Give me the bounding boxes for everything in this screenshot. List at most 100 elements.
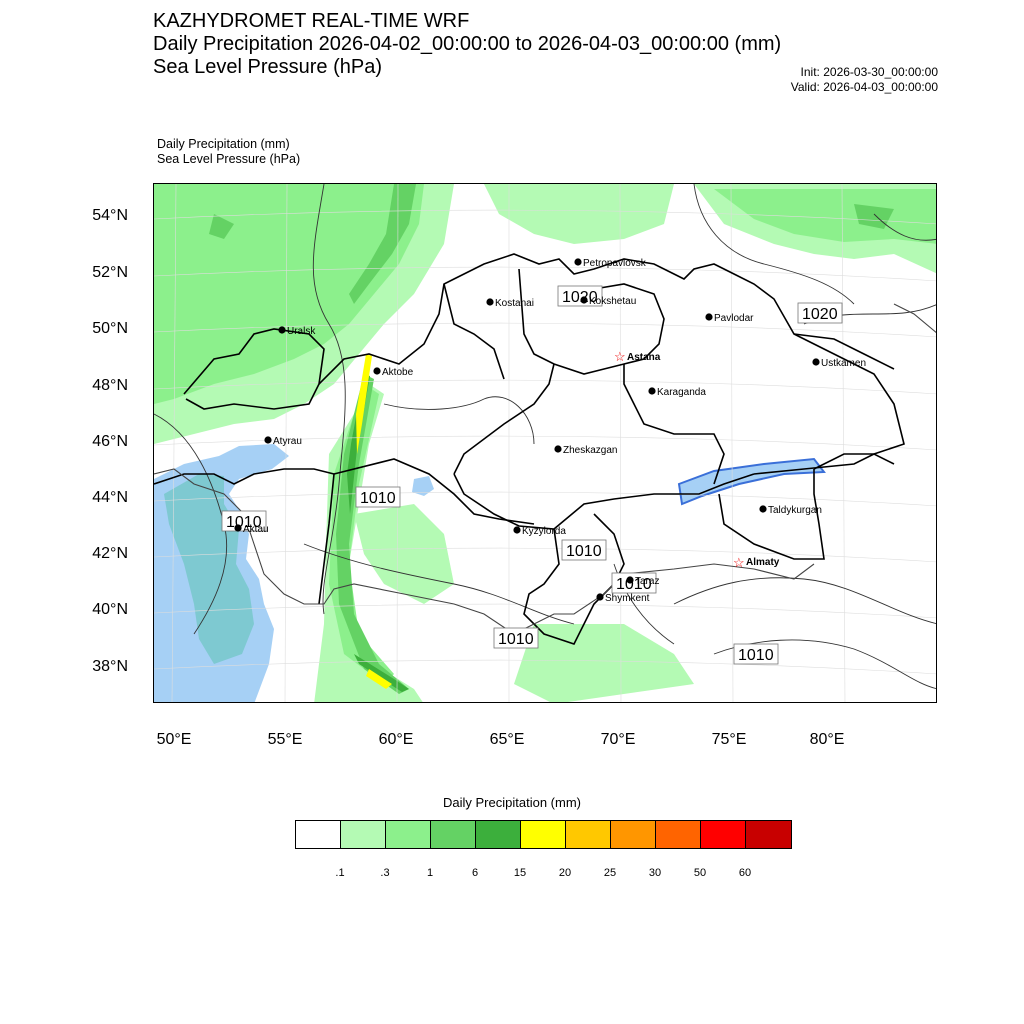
subtitle-line-2: Sea Level Pressure (hPa) xyxy=(157,152,301,166)
precip-extreme xyxy=(356,354,392,689)
lat-label: 50°N xyxy=(92,320,128,337)
svg-text:Taldykurgan: Taldykurgan xyxy=(768,505,822,516)
subtitle-line-1: Daily Precipitation (mm) xyxy=(157,137,290,151)
svg-text:Taraz: Taraz xyxy=(635,576,659,587)
lon-label: 60°E xyxy=(378,731,414,748)
svg-text:Kostanai: Kostanai xyxy=(495,298,534,309)
colorbar-swatch xyxy=(701,821,746,848)
isobar-label: 1010 xyxy=(566,543,602,560)
city-karaganda: Karaganda xyxy=(648,387,706,398)
svg-text:Astana: Astana xyxy=(627,352,661,363)
svg-text:Petropavlovsk: Petropavlovsk xyxy=(583,258,647,269)
lon-label: 55°E xyxy=(267,731,303,748)
city-shymkent: Shymkent xyxy=(596,593,650,604)
colorbar-swatch xyxy=(296,821,341,848)
colorbar-swatch xyxy=(611,821,656,848)
colorbar-label: 50 xyxy=(693,867,707,879)
city-kostanai: Kostanai xyxy=(486,298,534,309)
aral-sea xyxy=(412,476,434,496)
title-line-3: Sea Level Pressure (hPa) xyxy=(153,56,383,78)
lon-label: 70°E xyxy=(600,731,636,748)
colorbar-label: .1 xyxy=(335,867,345,879)
isobar-label: 1010 xyxy=(738,647,774,664)
colorbar-label: 6 xyxy=(471,867,479,879)
city-petropavlovsk: Petropavlovsk xyxy=(574,258,647,269)
map-svg: 1020 1020 1010 1010 1010 1010 1010 1010 … xyxy=(154,184,936,702)
cities: Petropavlovsk Kostanai Kokshetau Pavloda… xyxy=(234,258,866,604)
city-astana: ☆ Astana xyxy=(614,349,661,364)
lat-label: 54°N xyxy=(92,207,128,224)
lat-label: 42°N xyxy=(92,545,128,562)
svg-text:Kokshetau: Kokshetau xyxy=(589,296,636,307)
city-ustkamen: Ustkamen xyxy=(812,358,866,369)
lat-label: 46°N xyxy=(92,433,128,450)
init-time: Init: 2026-03-30_00:00:00 xyxy=(800,65,938,79)
city-pavlodar: Pavlodar xyxy=(705,313,754,324)
colorbar-swatch xyxy=(746,821,791,848)
title-line-1: KAZHYDROMET REAL-TIME WRF xyxy=(153,10,470,32)
svg-text:Pavlodar: Pavlodar xyxy=(714,313,754,324)
colorbar-swatch xyxy=(566,821,611,848)
colorbar-swatch xyxy=(476,821,521,848)
city-taraz: Taraz xyxy=(626,576,659,587)
title-line-2: Daily Precipitation 2026-04-02_00:00:00 … xyxy=(153,33,782,55)
colorbar-swatch xyxy=(431,821,476,848)
isobar-label: 1010 xyxy=(498,631,534,648)
svg-text:Shymkent: Shymkent xyxy=(605,593,650,604)
svg-text:Kyzylorda: Kyzylorda xyxy=(522,526,566,537)
city-almaty: ☆ Almaty xyxy=(733,555,780,570)
colorbar-label: .3 xyxy=(380,867,390,879)
lon-label: 50°E xyxy=(156,731,192,748)
colorbar-label: 30 xyxy=(648,867,662,879)
map-panel: 1020 1020 1010 1010 1010 1010 1010 1010 … xyxy=(153,183,937,703)
colorbar-swatch xyxy=(386,821,431,848)
balkhash-lake xyxy=(677,457,826,506)
svg-text:Zheskazgan: Zheskazgan xyxy=(563,445,617,456)
city-uralsk: Uralsk xyxy=(278,326,316,337)
svg-text:Aktau: Aktau xyxy=(243,524,269,535)
lat-label: 38°N xyxy=(92,658,128,675)
colorbar-label: 60 xyxy=(738,867,752,879)
star-icon: ☆ xyxy=(614,349,626,364)
lon-label: 80°E xyxy=(809,731,845,748)
lat-label: 40°N xyxy=(92,601,128,618)
lat-label: 52°N xyxy=(92,264,128,281)
lon-label: 65°E xyxy=(489,731,525,748)
city-zheskazgan: Zheskazgan xyxy=(554,445,617,456)
graticule xyxy=(154,184,936,702)
lat-label: 44°N xyxy=(92,489,128,506)
svg-text:Almaty: Almaty xyxy=(746,557,780,568)
city-aktobe: Aktobe xyxy=(373,367,414,378)
lat-label: 48°N xyxy=(92,377,128,394)
city-kokshetau: Kokshetau xyxy=(580,296,636,307)
colorbar-title: Daily Precipitation (mm) xyxy=(443,795,581,810)
colorbar-label: 1 xyxy=(426,867,434,879)
city-atyrau: Atyrau xyxy=(264,436,302,447)
svg-text:Uralsk: Uralsk xyxy=(287,326,316,337)
isobar-label: 1020 xyxy=(802,306,838,323)
star-icon: ☆ xyxy=(733,555,745,570)
svg-text:Atyrau: Atyrau xyxy=(273,436,302,447)
city-kyzylorda: Kyzylorda xyxy=(513,526,566,537)
svg-text:Karaganda: Karaganda xyxy=(657,387,706,398)
colorbar-swatch xyxy=(521,821,566,848)
colorbar-label: 25 xyxy=(603,867,617,879)
valid-time: Valid: 2026-04-03_00:00:00 xyxy=(790,80,938,94)
svg-text:Ustkamen: Ustkamen xyxy=(821,358,866,369)
isobar-labels: 1020 1020 1010 1010 1010 1010 1010 1010 xyxy=(221,285,843,665)
colorbar-label: 20 xyxy=(558,867,572,879)
precip-moderate xyxy=(154,184,936,684)
colorbar xyxy=(295,820,792,849)
admin-borders xyxy=(154,253,905,645)
colorbar-label: 15 xyxy=(513,867,527,879)
isobar-label: 1010 xyxy=(616,576,652,593)
colorbar-swatch xyxy=(656,821,701,848)
isobar-label: 1020 xyxy=(562,289,598,306)
lon-label: 75°E xyxy=(711,731,747,748)
svg-text:Aktobe: Aktobe xyxy=(382,367,414,378)
precip-very-heavy xyxy=(347,374,409,692)
city-taldykurgan: Taldykurgan xyxy=(759,505,822,516)
city-aktau: Aktau xyxy=(234,524,269,535)
colorbar-swatch xyxy=(341,821,386,848)
isobar-label: 1010 xyxy=(360,490,396,507)
